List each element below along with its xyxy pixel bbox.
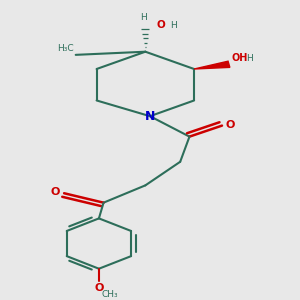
Text: OH: OH xyxy=(231,53,248,63)
Text: O: O xyxy=(51,187,60,197)
Text: H: H xyxy=(246,54,253,63)
Text: H: H xyxy=(170,21,177,30)
Text: H: H xyxy=(140,13,146,22)
Text: CH₃: CH₃ xyxy=(101,290,118,299)
Text: O: O xyxy=(157,20,166,30)
Text: O: O xyxy=(225,120,235,130)
Text: O: O xyxy=(94,283,104,293)
Text: H₃C: H₃C xyxy=(57,44,74,53)
Text: N: N xyxy=(145,110,155,123)
Polygon shape xyxy=(194,61,230,69)
